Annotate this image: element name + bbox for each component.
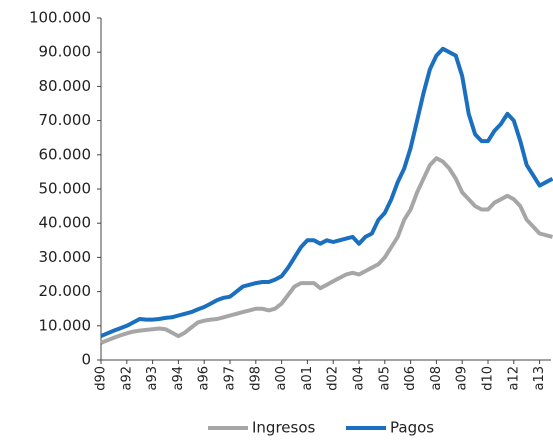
y-tick-label: 60.000 bbox=[39, 145, 92, 163]
x-tick-label: a97 bbox=[223, 366, 238, 391]
x-tick-label: d90 bbox=[94, 366, 109, 391]
x-tick-label: a08 bbox=[429, 366, 444, 391]
y-tick-label: 10.000 bbox=[39, 316, 92, 334]
legend-label: Ingresos bbox=[252, 419, 316, 437]
y-tick-label: 20.000 bbox=[39, 282, 92, 300]
x-tick-label: a04 bbox=[352, 366, 367, 391]
series-line bbox=[100, 156, 553, 345]
x-tick-label: a13 bbox=[532, 366, 547, 391]
y-tick-label: 50.000 bbox=[39, 180, 92, 198]
y-tick-label: 90.000 bbox=[39, 43, 92, 61]
x-tick-label: a05 bbox=[377, 366, 392, 391]
x-tick-label: a09 bbox=[455, 366, 470, 391]
y-tick-label: 0 bbox=[81, 351, 91, 369]
x-tick-label: a96 bbox=[197, 366, 212, 391]
x-tick-label: a00 bbox=[274, 366, 289, 391]
x-tick-label: d10 bbox=[481, 366, 496, 391]
legend-label: Pagos bbox=[390, 419, 434, 437]
series-line bbox=[100, 46, 553, 338]
x-tick-label: d06 bbox=[403, 366, 418, 391]
x-tick-label: a01 bbox=[300, 366, 315, 391]
y-tick-label: 70.000 bbox=[39, 111, 92, 129]
x-tick-label: d02 bbox=[326, 366, 341, 391]
y-tick-label: 80.000 bbox=[39, 77, 92, 95]
y-tick-label: 100.000 bbox=[29, 9, 91, 27]
x-tick-label: a93 bbox=[145, 366, 160, 391]
y-tick-label: 30.000 bbox=[39, 248, 92, 266]
x-tick-label: a12 bbox=[506, 366, 521, 391]
x-tick-label: d98 bbox=[248, 366, 263, 391]
x-tick-label: a92 bbox=[119, 366, 134, 391]
x-tick-label: a94 bbox=[171, 366, 186, 391]
y-tick-label: 40.000 bbox=[39, 214, 92, 232]
